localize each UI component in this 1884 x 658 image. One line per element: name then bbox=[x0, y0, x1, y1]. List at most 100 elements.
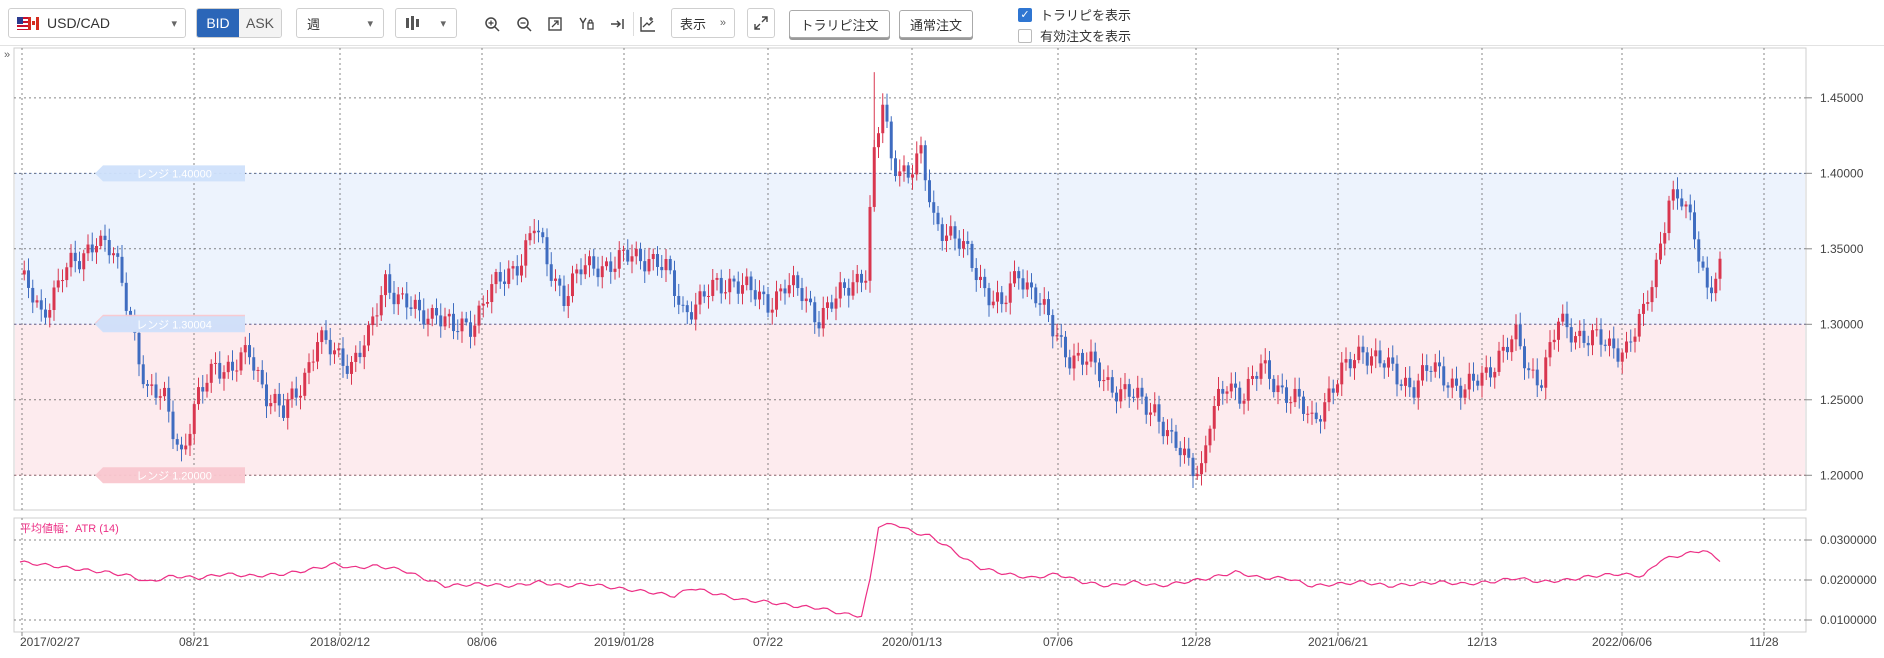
candle-body bbox=[222, 372, 226, 379]
zoom-in-icon[interactable] bbox=[480, 13, 504, 35]
candle-body bbox=[1157, 404, 1161, 422]
show-traripi-checkbox[interactable]: ✓ トラリピを表示 bbox=[1018, 5, 1131, 24]
range-label: レンジ 1.40000 bbox=[136, 168, 212, 180]
candle-body bbox=[1680, 198, 1684, 207]
candle-body bbox=[685, 305, 689, 313]
candle-body bbox=[350, 361, 353, 374]
candle-body bbox=[1506, 346, 1509, 353]
candle-body bbox=[282, 405, 285, 418]
fit-screen-icon[interactable] bbox=[543, 13, 567, 35]
ask-button[interactable]: ASK bbox=[239, 9, 281, 37]
auto-scale-y-icon[interactable] bbox=[574, 13, 598, 35]
candle-body bbox=[843, 282, 846, 288]
candle-body bbox=[1497, 350, 1501, 372]
candle-body bbox=[724, 292, 727, 294]
show-traripi-label: トラリピを表示 bbox=[1040, 8, 1132, 23]
candle-body bbox=[1310, 412, 1314, 414]
candle-body bbox=[52, 287, 56, 310]
candle-body bbox=[82, 253, 86, 270]
candle-body bbox=[1085, 361, 1089, 365]
candle-body bbox=[269, 403, 273, 407]
candle-body bbox=[868, 206, 872, 281]
candle-body bbox=[1344, 359, 1348, 363]
candle-body bbox=[766, 294, 770, 313]
candle-body bbox=[838, 282, 842, 299]
candle-body bbox=[673, 270, 676, 296]
candle-body bbox=[600, 266, 604, 278]
candle-body bbox=[120, 256, 124, 283]
candle-body bbox=[1348, 359, 1352, 369]
candle-body bbox=[1391, 357, 1395, 364]
candle-body bbox=[1404, 377, 1407, 386]
candle-body bbox=[265, 384, 268, 407]
candle-body bbox=[452, 313, 455, 332]
candle-body bbox=[443, 316, 447, 327]
candle-body bbox=[966, 241, 970, 244]
fullscreen-button[interactable] bbox=[747, 8, 775, 38]
candle-body bbox=[35, 300, 39, 303]
time-tick-label: 07/22 bbox=[753, 635, 783, 649]
candle-body bbox=[1178, 447, 1182, 456]
candle-body bbox=[826, 302, 829, 308]
normal-order-button[interactable]: 通常注文 bbox=[899, 10, 973, 38]
candle-body bbox=[498, 271, 502, 282]
jump-to-latest-icon[interactable] bbox=[605, 13, 629, 35]
candle-body bbox=[171, 411, 175, 440]
add-drawing-icon[interactable] bbox=[636, 13, 660, 35]
chart-type-selector[interactable]: ▾ bbox=[395, 8, 457, 38]
candle-body bbox=[1667, 200, 1671, 234]
candle-body bbox=[469, 322, 472, 337]
candle-body bbox=[1263, 360, 1267, 364]
candle-body bbox=[1081, 352, 1084, 365]
candle-body bbox=[422, 310, 426, 325]
candle-body bbox=[388, 274, 392, 293]
range-label-tag[interactable] bbox=[95, 316, 245, 333]
candle-body bbox=[1183, 448, 1186, 456]
candle-body bbox=[307, 362, 311, 373]
candle-body bbox=[1102, 380, 1106, 382]
bid-button[interactable]: BID bbox=[197, 9, 239, 37]
candle-body bbox=[1710, 287, 1713, 294]
candle-body bbox=[1187, 448, 1191, 458]
candle-body bbox=[1336, 384, 1339, 393]
candle-body bbox=[358, 352, 362, 358]
candle-body bbox=[1030, 282, 1033, 288]
candle-body bbox=[1285, 387, 1288, 403]
symbol-selector[interactable]: USD/CAD ▾ bbox=[8, 8, 186, 38]
candle-body bbox=[1076, 352, 1080, 356]
display-menu-button[interactable]: 表示 » bbox=[671, 8, 735, 38]
candle-body bbox=[256, 369, 260, 371]
candle-body bbox=[1072, 355, 1076, 369]
zoom-out-icon[interactable] bbox=[512, 13, 536, 35]
time-tick-label: 2017/02/27 bbox=[20, 635, 80, 649]
candle-body bbox=[562, 285, 566, 306]
candle-body bbox=[626, 249, 630, 262]
candle-body bbox=[1170, 430, 1174, 432]
candle-body bbox=[732, 278, 736, 282]
range-label-tag[interactable] bbox=[95, 467, 245, 484]
candle-body bbox=[656, 254, 659, 267]
period-selector[interactable]: 週 ▾ bbox=[296, 8, 384, 38]
candle-body bbox=[260, 369, 264, 385]
range-label-tag[interactable] bbox=[95, 165, 245, 182]
candle-body bbox=[65, 267, 69, 281]
time-tick-label: 2020/01/13 bbox=[882, 635, 942, 649]
traripi-order-button[interactable]: トラリピ注文 bbox=[789, 10, 890, 38]
candle-body bbox=[974, 268, 978, 281]
price-chart[interactable]: 1.45000 1.40000 1.35000 1.30000 1.25000 1.200… bbox=[0, 46, 1884, 658]
candle-body bbox=[188, 433, 192, 446]
candle-body bbox=[515, 266, 519, 276]
show-active-orders-checkbox[interactable]: 有効注文を表示 bbox=[1018, 26, 1131, 45]
candle-body bbox=[647, 259, 651, 272]
time-tick-label: 2021/06/21 bbox=[1308, 635, 1368, 649]
candle-body bbox=[707, 295, 710, 297]
candle-body bbox=[243, 345, 247, 353]
panel-expand-icon[interactable]: » bbox=[3, 49, 11, 61]
candle-body bbox=[1480, 372, 1484, 386]
candle-body bbox=[375, 315, 379, 317]
candle-body bbox=[796, 275, 800, 289]
candle-body bbox=[1484, 367, 1488, 373]
candle-body bbox=[1217, 388, 1220, 407]
atr-panel bbox=[13, 517, 1807, 633]
time-tick-label: 12/13 bbox=[1467, 635, 1497, 649]
